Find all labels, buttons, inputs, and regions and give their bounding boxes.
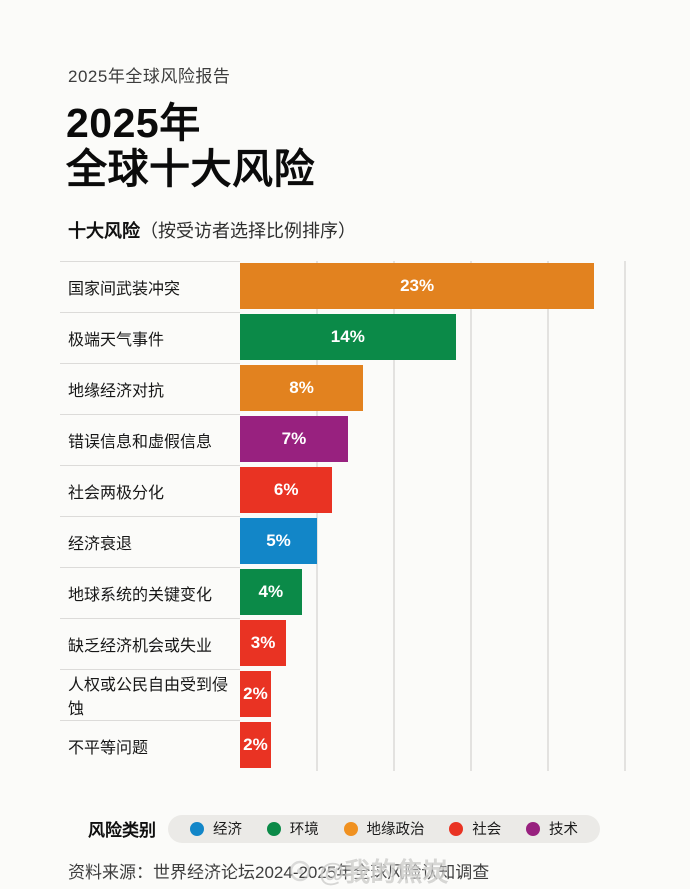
risk-label: 缺乏经济机会或失业 — [60, 617, 240, 669]
chart-row: 不平等问题 2% — [60, 719, 625, 771]
risk-bar: 8% — [240, 365, 364, 412]
risk-bar-area: 2% — [240, 669, 625, 720]
report-eyebrow: 2025年全球风险报告 — [68, 67, 231, 86]
legend-item: 环境 — [266, 818, 319, 839]
risk-bar: 14% — [240, 314, 456, 361]
chart-row: 经济衰退 5% — [60, 515, 625, 567]
risk-bar-area: 7% — [240, 414, 625, 465]
gridline-5pct — [316, 260, 318, 771]
legend-dot-icon — [449, 821, 464, 836]
risk-bar: 2% — [240, 671, 271, 718]
risk-bar: 2% — [240, 722, 271, 769]
risk-bar-value: 4% — [258, 582, 284, 602]
risk-bar-area: 8% — [240, 363, 625, 414]
risk-label: 极端天气事件 — [60, 311, 240, 363]
risk-bar-area: 2% — [240, 720, 625, 771]
risk-bar-value: 6% — [273, 480, 299, 500]
chart-row: 国家间武装冲突 23% — [60, 260, 625, 312]
risk-bar-area: 23% — [240, 261, 625, 312]
chart-legend: 风险类别 经济 环境 地缘政治 社会 技术 — [88, 814, 690, 843]
page-title-line1: 2025年 — [66, 100, 201, 146]
page-title: 2025年 全球十大风险 — [66, 100, 690, 193]
risk-bar: 23% — [240, 263, 595, 310]
legend-title: 风险类别 — [88, 821, 156, 841]
risk-bar: 5% — [240, 518, 317, 565]
risk-bar-chart: 国家间武装冲突 23% 极端天气事件 14% 地缘经济对抗 8% 错误信息和虚假… — [60, 260, 626, 771]
chart-row: 缺乏经济机会或失业 3% — [60, 617, 625, 669]
risk-bar: 3% — [240, 620, 287, 667]
risk-bar-area: 3% — [240, 618, 625, 669]
risk-bar: 4% — [240, 569, 302, 616]
risk-label: 不平等问题 — [60, 719, 240, 771]
risk-label: 国家间武装冲突 — [60, 260, 240, 312]
chart-subtitle-rest: （按受访者选择比例排序） — [140, 220, 356, 241]
risk-label: 社会两极分化 — [60, 464, 240, 516]
risk-bar: 6% — [240, 467, 333, 514]
chart-row: 人权或公民自由受到侵蚀 2% — [60, 668, 625, 720]
legend-item-label: 经济 — [213, 822, 242, 839]
page-title-line2: 全球十大风险 — [66, 145, 315, 192]
legend-item: 经济 — [190, 818, 242, 839]
risk-bar-value: 2% — [243, 684, 268, 704]
risk-label: 错误信息和虚假信息 — [60, 413, 240, 465]
chart-rows: 国家间武装冲突 23% 极端天气事件 14% 地缘经济对抗 8% 错误信息和虚假… — [60, 260, 625, 771]
legend-dot-icon — [343, 821, 358, 836]
legend-pill: 经济 环境 地缘政治 社会 技术 — [168, 814, 600, 843]
risk-bar-value: 8% — [289, 378, 314, 398]
legend-item: 技术 — [526, 818, 578, 839]
chart-gridlines — [240, 260, 626, 771]
risk-bar-area: 14% — [240, 312, 625, 363]
chart-row: 错误信息和虚假信息 7% — [60, 413, 625, 465]
gridline-10pct — [393, 260, 395, 771]
legend-item: 社会 — [449, 818, 501, 839]
legend-item-label: 技术 — [549, 822, 578, 839]
chart-subtitle-bold: 十大风险 — [68, 220, 140, 241]
gridline-25pct — [624, 260, 626, 771]
chart-row: 地缘经济对抗 8% — [60, 362, 625, 414]
legend-item-label: 地缘政治 — [366, 822, 425, 839]
risk-bar-value: 2% — [243, 735, 268, 755]
risk-bar-value: 23% — [400, 276, 435, 296]
risk-bar-value: 7% — [281, 429, 307, 449]
risk-bar-area: 6% — [240, 465, 625, 516]
legend-dot-icon — [190, 821, 204, 836]
risk-bar-area: 4% — [240, 567, 625, 618]
legend-item-label: 社会 — [472, 822, 502, 839]
risk-label: 地缘经济对抗 — [60, 362, 240, 414]
legend-dot-icon — [266, 821, 281, 836]
risk-label: 地球系统的关键变化 — [60, 566, 240, 618]
risk-bar-value: 3% — [250, 633, 276, 653]
risk-label: 人权或公民自由受到侵蚀 — [60, 668, 240, 720]
chart-subtitle: 十大风险（按受访者选择比例排序） — [68, 217, 690, 243]
chart-row: 极端天气事件 14% — [60, 311, 625, 363]
chart-row: 社会两极分化 6% — [60, 464, 625, 516]
risk-bar-area: 5% — [240, 516, 625, 567]
gridline-15pct — [470, 260, 472, 771]
legend-item: 地缘政治 — [343, 818, 425, 839]
risk-bar-value: 14% — [330, 327, 365, 347]
risk-bar: 7% — [240, 416, 348, 463]
risk-bar-value: 5% — [266, 531, 291, 551]
legend-item-label: 环境 — [289, 822, 319, 839]
gridline-20pct — [547, 260, 549, 771]
legend-dot-icon — [526, 821, 540, 836]
chart-row: 地球系统的关键变化 4% — [60, 566, 625, 618]
source-note: 资料来源：世界经济论坛2024-2025年全球风险认知调查 — [68, 862, 490, 882]
risk-label: 经济衰退 — [60, 515, 240, 567]
